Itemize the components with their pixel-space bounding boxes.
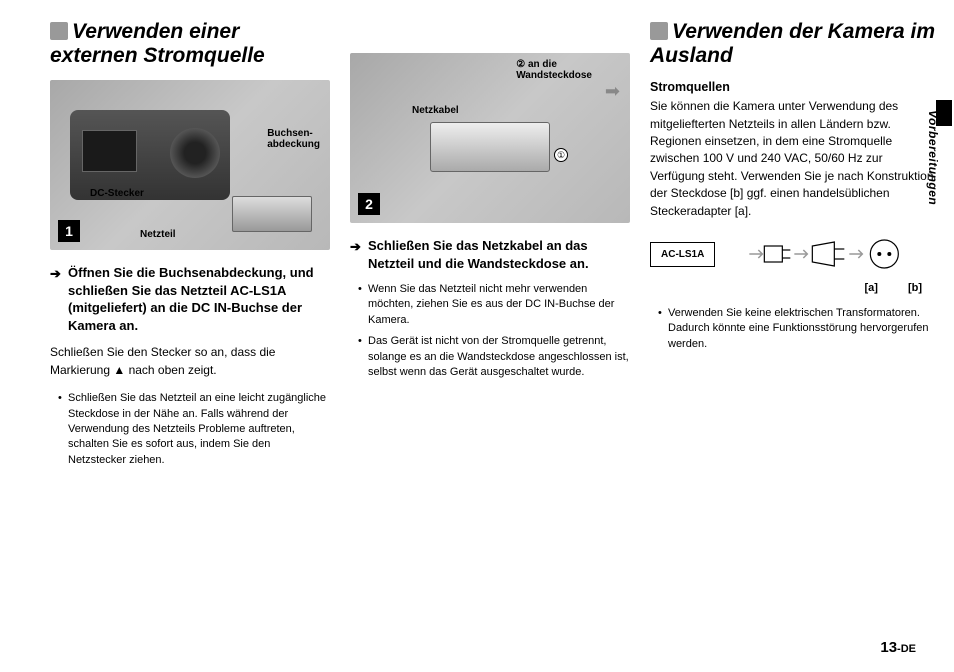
side-section-label: Vorbereitungen (926, 110, 940, 205)
label-wandsteckdose: ② an die Wandsteckdose (516, 59, 592, 81)
wall-arrow-icon: ➡ (605, 81, 620, 102)
ac-adapter-illustration-2 (430, 122, 550, 172)
step1-body: Schließen Sie den Stecker so an, dass di… (50, 344, 330, 379)
diagram-step1: Buchsen- abdeckung DC-Stecker Netzteil 1 (50, 80, 330, 250)
label-dcstecker: DC-Stecker (90, 188, 144, 199)
column-3: Verwenden der Kamera im Ausland Stromque… (650, 20, 940, 474)
plug-adapter-svg (719, 234, 940, 274)
step1-note-1: Schließen Sie das Netzteil an eine leich… (58, 391, 330, 468)
label-buchsen: Buchsen- abdeckung (267, 128, 320, 150)
step-number-1: 1 (58, 220, 80, 242)
page-number: 13-DE (880, 639, 916, 656)
abroad-body: Sie können die Kamera unter Verwendung d… (650, 98, 940, 220)
step2-instruction: Schließen Sie das Netzkabel an das Netzt… (350, 237, 630, 272)
ab-label-row: [a] [b] (650, 282, 940, 294)
ac-adapter-illustration (232, 196, 312, 232)
step2-note-1: Wenn Sie das Netzteil nicht mehr verwend… (358, 282, 630, 328)
step-number-2: 2 (358, 193, 380, 215)
camera-illustration (70, 110, 230, 200)
column-1: Verwenden einer externen Stromquelle Buc… (50, 20, 330, 474)
diagram-step2: ② an die Wandsteckdose ➡ Netzkabel ① 2 (350, 53, 630, 223)
column-2: ② an die Wandsteckdose ➡ Netzkabel ① 2 S… (350, 20, 630, 474)
label-netzkabel: Netzkabel (412, 105, 459, 116)
label-circle-1: ① (554, 148, 568, 162)
subhead-stromquellen: Stromquellen (650, 80, 940, 94)
adapter-model-box: AC-LS1A (650, 242, 715, 267)
label-b: [b] (908, 282, 922, 294)
label-a: [a] (865, 282, 878, 294)
step2-notes: Wenn Sie das Netzteil nicht mehr verwend… (350, 282, 630, 380)
step1-instruction: Öffnen Sie die Buchsenabdeckung, und sch… (50, 264, 330, 334)
step2-note-2: Das Gerät ist nicht von der Stromquelle … (358, 334, 630, 380)
abroad-note-1: Verwenden Sie keine elektrischen Transfo… (658, 306, 940, 352)
label-netzteil: Netzteil (140, 229, 176, 240)
step1-notes: Schließen Sie das Netzteil an eine leich… (50, 391, 330, 468)
heading-external-power: Verwenden einer externen Stromquelle (50, 20, 330, 68)
heading-abroad: Verwenden der Kamera im Ausland (650, 20, 940, 68)
abroad-notes: Verwenden Sie keine elektrischen Transfo… (650, 306, 940, 352)
adapter-diagram-row: AC-LS1A (650, 234, 940, 274)
